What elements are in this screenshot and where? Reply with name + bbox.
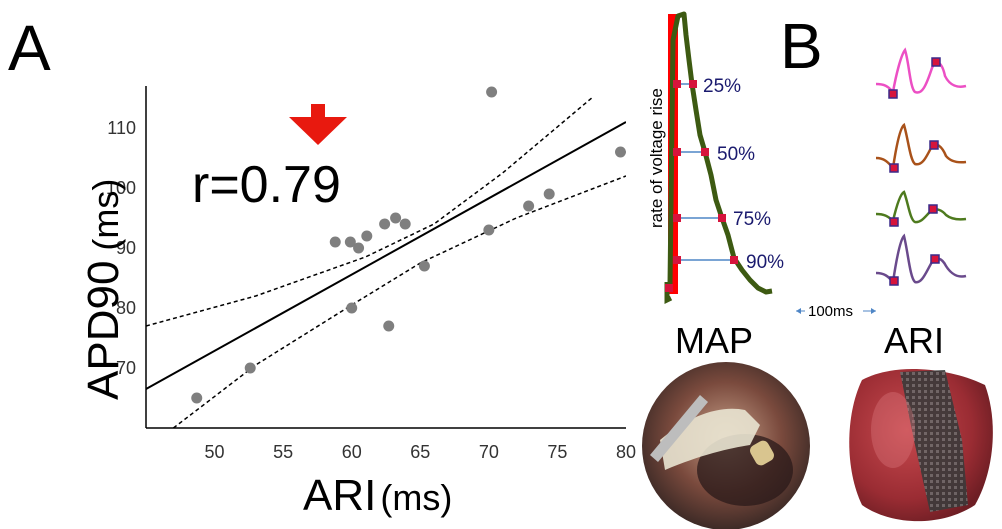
pct-label-90: 90%: [746, 252, 784, 273]
x-tick-label: 60: [342, 442, 362, 462]
ari-trace-2: [875, 122, 967, 171]
pct-label-50: 50%: [717, 144, 755, 165]
pct-label-25: 25%: [703, 76, 741, 97]
data-point: [329, 236, 341, 248]
ari-marker-2b: [929, 140, 939, 150]
level-90-marker-end: [730, 256, 738, 264]
regression-line: [146, 121, 626, 390]
ari-electrode-photo: [849, 369, 993, 522]
plot-axes: [145, 86, 626, 429]
correlation-annotation: r=0.79: [192, 156, 341, 214]
map-trace: [667, 11, 773, 295]
red-arrow-icon: [289, 104, 347, 145]
panel-b-letter: B: [780, 10, 823, 82]
data-point: [390, 212, 402, 224]
x-axis-title: ARI (ms): [303, 471, 452, 520]
scale-label-bg: [805, 302, 863, 320]
x-tick-label: 75: [547, 442, 567, 462]
x-ticks: 50 55 60 65 70 75 80: [205, 442, 636, 462]
y-tick-label: 90: [116, 238, 136, 258]
level-50-marker-end: [701, 148, 709, 156]
x-axis-title-unit: (ms): [380, 477, 452, 518]
ari-marker-1a: [888, 89, 898, 99]
x-tick-label: 70: [479, 442, 499, 462]
map-trace-panel: rate of voltage rise 25% 50% 75% 90%: [647, 11, 784, 305]
level-25-marker-end: [689, 80, 697, 88]
scale-label: 100ms: [808, 303, 853, 320]
y-ticks: 70 80 90 100 110: [106, 118, 136, 378]
scale-arrow-left-icon: [796, 308, 801, 314]
ari-marker-4b: [930, 254, 940, 264]
y-axis-title-name: APD90: [79, 261, 128, 400]
repolarization-levels: [665, 80, 738, 292]
map-photo-tip: [750, 440, 774, 466]
rise-label: rate of voltage rise: [647, 88, 666, 228]
ari-marker-4a: [889, 276, 899, 286]
level-75-marker-start: [673, 214, 681, 222]
map-catheter-photo: [642, 362, 810, 529]
level-75-marker-end: [718, 214, 726, 222]
data-point: [543, 188, 555, 200]
level-50-marker-start: [673, 148, 681, 156]
map-photo-tool-icon: [650, 395, 708, 462]
scale-bar: 100ms: [796, 302, 876, 320]
scale-arrow-right-icon: [871, 308, 876, 314]
ari-photo-highlight: [871, 392, 915, 468]
map-title: MAP: [675, 320, 753, 361]
y-tick-label: 80: [116, 298, 136, 318]
y-tick-label: 70: [116, 358, 136, 378]
x-tick-label: 65: [410, 442, 430, 462]
data-point: [399, 218, 411, 230]
baseline-marker: [665, 284, 673, 292]
panel-a-letter: A: [8, 12, 51, 84]
ari-photo-electrode-grid: [900, 370, 968, 512]
x-tick-label: 55: [273, 442, 293, 462]
data-point: [361, 230, 373, 242]
data-point: [383, 320, 395, 332]
level-90-marker-start: [673, 256, 681, 264]
ci-upper-line: [146, 97, 593, 327]
ari-marker-2a: [889, 163, 899, 173]
x-tick-label: 50: [205, 442, 225, 462]
ari-marker-3a: [889, 217, 899, 227]
ari-trace-4: [875, 233, 967, 285]
data-point: [353, 242, 365, 254]
data-point: [615, 146, 626, 158]
data-point: [346, 302, 358, 314]
data-point: [418, 260, 430, 272]
x-axis-title-name: ARI: [303, 471, 376, 520]
ci-lower-line: [172, 175, 626, 428]
y-tick-label: 100: [106, 178, 136, 198]
data-point: [244, 362, 256, 374]
y-axis-title: APD90 (ms): [79, 179, 128, 400]
y-tick-label: 110: [107, 118, 136, 138]
data-point: [379, 218, 391, 230]
data-point: [483, 224, 495, 236]
ari-trace-1: [875, 47, 967, 95]
data-point: [486, 86, 498, 98]
data-points: [191, 86, 626, 404]
data-point: [344, 236, 356, 248]
level-25-marker-start: [673, 80, 681, 88]
ari-traces: [875, 47, 967, 286]
ari-title: ARI: [884, 320, 944, 361]
data-point: [523, 200, 535, 212]
ari-marker-1b: [931, 57, 941, 67]
y-axis-title-unit: (ms): [85, 179, 126, 251]
x-tick-label: 80: [616, 442, 636, 462]
pct-label-75: 75%: [733, 209, 771, 230]
ari-marker-3b: [928, 204, 938, 214]
data-point: [191, 392, 203, 404]
